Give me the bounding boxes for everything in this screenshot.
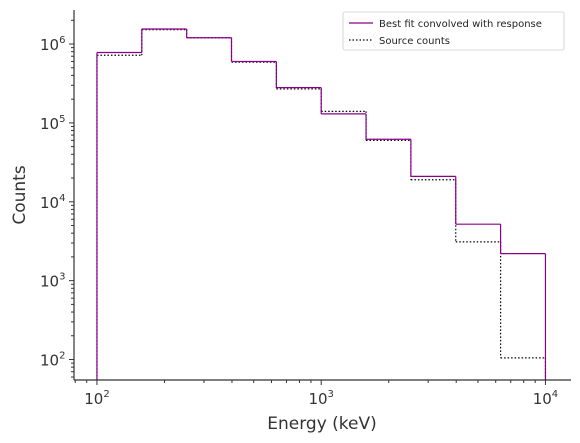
x-axis-label: Energy (keV) [267, 414, 377, 434]
y-tick-label: 105 [40, 114, 65, 133]
legend-label-source-counts: Source counts [379, 36, 450, 47]
y-tick-label: 102 [40, 351, 65, 370]
legend-box [342, 11, 565, 51]
y-tick-label: 103 [40, 272, 65, 291]
y-tick-label: 104 [40, 193, 65, 212]
x-tick-label: 102 [84, 389, 109, 408]
x-tick-label: 104 [533, 389, 558, 408]
series-0 [96, 28, 547, 380]
series-1 [96, 29, 547, 380]
axes [73, 10, 571, 381]
ticks: 102 103 104 102 103 104 105 106 [40, 19, 558, 408]
series-layer [96, 28, 547, 380]
y-axis-label: Counts [10, 165, 30, 224]
x-tick-label: 103 [308, 389, 333, 408]
legend-label-best-fit: Best fit convolved with response [379, 19, 542, 30]
y-tick-label: 106 [40, 35, 65, 54]
legend: Best fit convolved with response Source … [342, 11, 565, 51]
